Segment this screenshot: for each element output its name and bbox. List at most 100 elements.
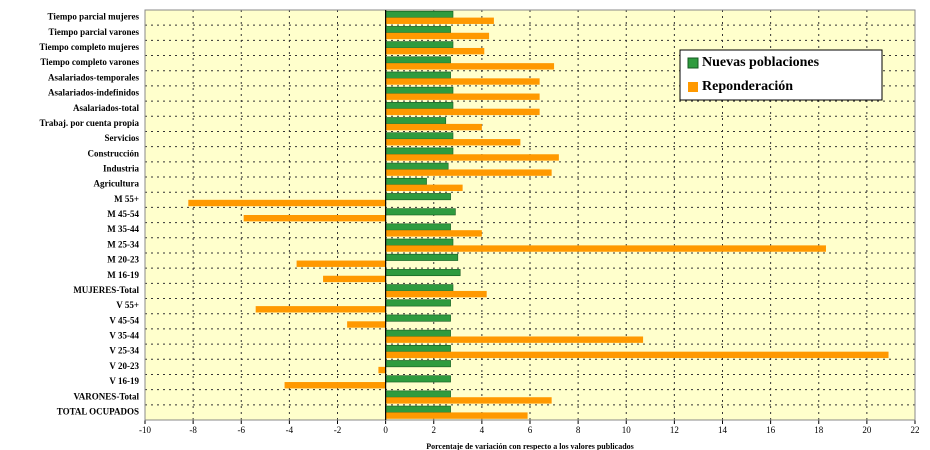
- bar: [385, 71, 451, 79]
- bar: [255, 306, 386, 313]
- y-tick-label: M 25-34: [107, 239, 139, 249]
- bar: [385, 154, 559, 161]
- x-tick-label: 6: [528, 425, 533, 435]
- bar: [385, 405, 451, 413]
- bar: [385, 290, 487, 298]
- y-tick-label: Tiempo completo varones: [40, 57, 139, 67]
- bar: [385, 344, 451, 352]
- y-tick-label: Tiempo completo mujeres: [39, 42, 139, 52]
- bar: [188, 199, 386, 207]
- legend-label: Nuevas poblaciones: [702, 55, 820, 70]
- x-tick-label: 18: [814, 425, 824, 435]
- y-tick-label: M 16-19: [107, 270, 139, 280]
- y-tick-label: TOTAL OCUPADOS: [57, 406, 139, 416]
- y-tick-label: VARONES-Total: [73, 391, 139, 401]
- bar: [385, 230, 482, 237]
- legend: Nuevas poblaciones Reponderación: [679, 49, 883, 101]
- bar: [385, 238, 454, 246]
- bar: [385, 412, 528, 419]
- bar: [385, 299, 451, 307]
- x-tick-label: 2: [432, 425, 437, 435]
- legend-swatch: [688, 82, 698, 92]
- y-tick-label: Tiempo parcial mujeres: [48, 12, 140, 22]
- x-tick-label: 8: [576, 425, 581, 435]
- bar: [385, 360, 451, 368]
- bar: [385, 56, 451, 64]
- bar: [385, 162, 449, 170]
- x-tick-label: -6: [238, 425, 246, 435]
- y-tick-label: MUJERES-Total: [73, 285, 139, 295]
- bar: [323, 275, 386, 283]
- y-tick-label: Industria: [103, 164, 140, 174]
- y-tick-label: Asalariados-temporales: [48, 72, 139, 82]
- bar: [385, 26, 451, 34]
- bar: [385, 390, 451, 398]
- y-tick-label: M 45-54: [107, 209, 139, 219]
- bar: [385, 284, 454, 292]
- bar: [385, 139, 521, 146]
- bar: [385, 32, 490, 40]
- bar: [385, 147, 454, 155]
- y-tick-label: Trabaj. por cuenta propia: [39, 118, 139, 128]
- x-tick-label: -8: [189, 425, 197, 435]
- bar: [385, 41, 454, 49]
- bar: [385, 108, 540, 116]
- bar: [385, 329, 451, 337]
- x-tick-label: 22: [911, 425, 920, 435]
- x-tick-label: -4: [286, 425, 294, 435]
- y-tick-label: V 20-23: [109, 361, 139, 371]
- y-tick-label: Construcción: [88, 148, 140, 158]
- x-tick-label: -10: [139, 425, 151, 435]
- bar: [385, 132, 454, 140]
- bar: [385, 78, 540, 85]
- bar: [385, 177, 427, 185]
- bar: [385, 86, 454, 94]
- bar: [385, 397, 552, 404]
- bar: [385, 193, 451, 201]
- bar: [385, 123, 482, 131]
- bar: [385, 223, 451, 231]
- bar: [385, 47, 485, 55]
- bar: [296, 260, 386, 267]
- bar: [385, 102, 454, 110]
- y-tick-label: Tiempo parcial varones: [48, 27, 139, 37]
- y-tick-label: V 25-34: [109, 346, 139, 356]
- x-tick-label: -2: [334, 425, 342, 435]
- y-tick-label: V 16-19: [109, 376, 139, 386]
- y-tick-label: V 35-44: [109, 331, 139, 341]
- bar: [385, 184, 463, 192]
- bar: [385, 269, 461, 277]
- bar: [385, 351, 889, 359]
- x-tick-label: 10: [622, 425, 632, 435]
- y-tick-label: M 55+: [114, 194, 139, 204]
- legend-label: Reponderación: [702, 79, 793, 94]
- legend-box: [679, 49, 883, 101]
- x-tick-label: 14: [718, 425, 728, 435]
- bar: [284, 382, 386, 389]
- x-tick-label: 12: [670, 425, 679, 435]
- y-tick-label: V 45-54: [109, 315, 139, 325]
- y-tick-label: M 20-23: [107, 255, 139, 265]
- bar: [385, 169, 552, 176]
- legend-swatch: [687, 57, 699, 69]
- x-tick-label: 4: [480, 425, 485, 435]
- bar: [347, 321, 386, 328]
- bar: [385, 63, 555, 70]
- bar: [385, 17, 494, 24]
- bar: [385, 10, 454, 18]
- x-axis-label: Porcentaje de variación con respecto a l…: [426, 442, 634, 450]
- y-tick-label: M 35-44: [107, 224, 139, 234]
- y-tick-label: Agricultura: [94, 179, 140, 189]
- y-tick-label: V 55+: [116, 300, 139, 310]
- bar: [385, 93, 540, 100]
- bar: [378, 366, 386, 374]
- bar: [385, 253, 459, 261]
- bar: [385, 336, 644, 343]
- y-tick-label: Servicios: [105, 133, 140, 143]
- bar: [243, 215, 386, 222]
- bar: [385, 117, 447, 125]
- plot-frame: [144, 9, 916, 421]
- y-tick-label: Asalariados-indefinidos: [48, 88, 140, 98]
- y-tick-label: Asalariados-total: [73, 103, 139, 113]
